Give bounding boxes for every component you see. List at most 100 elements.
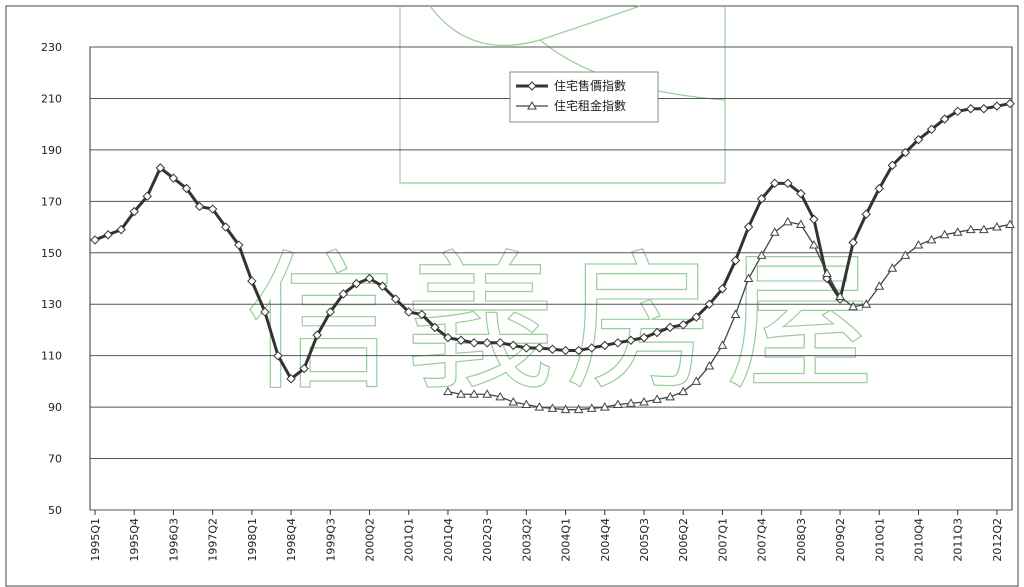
x-tick-label: 2008Q3 (795, 518, 808, 562)
point (652, 327, 662, 338)
point (194, 201, 205, 212)
point (527, 81, 537, 91)
point (861, 299, 872, 308)
point (417, 309, 427, 320)
x-tick-label: 2003Q2 (520, 518, 533, 562)
point (743, 273, 754, 282)
point (639, 332, 649, 343)
point (756, 250, 767, 259)
point (678, 386, 689, 396)
point (260, 307, 270, 317)
point (247, 276, 257, 286)
point (547, 403, 558, 412)
point (338, 289, 349, 299)
point (404, 307, 414, 317)
point (848, 301, 859, 311)
x-tick-label: 2009Q2 (834, 518, 847, 562)
point (495, 338, 505, 348)
x-tick-label: 1995Q4 (128, 518, 141, 562)
point (704, 299, 715, 309)
point (273, 350, 283, 361)
point (377, 281, 388, 291)
point (926, 234, 937, 244)
point (626, 398, 636, 407)
point (730, 309, 741, 319)
x-tick-label: 2011Q3 (952, 518, 965, 562)
point (704, 360, 715, 370)
point (560, 345, 571, 356)
point (90, 235, 100, 245)
y-tick-label: 50 (48, 504, 62, 517)
point (926, 124, 937, 135)
point (443, 332, 453, 343)
x-tick-label: 1996Q3 (167, 518, 180, 562)
point (155, 163, 166, 173)
point (586, 403, 597, 412)
point (312, 330, 322, 340)
point (456, 389, 466, 398)
point (142, 191, 152, 201)
point (861, 209, 871, 219)
x-tick-label: 2007Q1 (716, 518, 729, 562)
point (992, 101, 1002, 111)
x-tick-label: 2010Q1 (873, 518, 886, 562)
y-tick-label: 150 (41, 247, 62, 260)
point (129, 206, 139, 217)
point (626, 335, 636, 345)
x-tick-label: 1997Q2 (207, 518, 220, 562)
point (600, 340, 610, 351)
point (469, 338, 479, 348)
point (573, 345, 584, 356)
point (874, 281, 885, 290)
point (207, 204, 218, 214)
point (939, 114, 950, 124)
point (456, 335, 466, 345)
point (952, 227, 963, 236)
point (691, 312, 701, 322)
x-tick-label: 2001Q4 (442, 518, 455, 562)
y-tick-label: 210 (41, 92, 62, 105)
point (717, 340, 728, 349)
point (743, 222, 754, 232)
point (913, 240, 924, 249)
point (587, 343, 597, 353)
y-tick-label: 110 (41, 350, 62, 363)
x-tick-label: 2005Q3 (638, 518, 651, 562)
point (390, 294, 401, 304)
point (430, 322, 440, 333)
point (527, 100, 537, 110)
point (939, 229, 950, 239)
point (560, 404, 571, 414)
point (665, 391, 676, 401)
point (978, 224, 989, 234)
point (573, 404, 584, 414)
point (599, 402, 610, 411)
point (691, 376, 702, 385)
point (717, 284, 728, 294)
point (848, 237, 858, 248)
point (547, 344, 558, 354)
x-tick-label: 1995Q1 (89, 518, 102, 562)
point (783, 178, 793, 189)
point (534, 402, 545, 411)
point (874, 183, 884, 194)
point (286, 374, 296, 384)
point (678, 320, 688, 330)
point (103, 230, 113, 240)
point (756, 194, 767, 204)
point (730, 255, 741, 266)
point (809, 240, 819, 249)
point (521, 399, 532, 409)
point (443, 386, 453, 396)
point (795, 219, 806, 228)
point (612, 399, 623, 409)
point (351, 278, 362, 289)
x-tick-label: 2012Q2 (991, 518, 1004, 562)
x-tick-label: 2002Q3 (481, 518, 494, 562)
point (965, 224, 976, 234)
point (900, 147, 911, 158)
y-tick-label: 230 (41, 41, 62, 54)
point (613, 338, 623, 348)
point (769, 227, 780, 236)
